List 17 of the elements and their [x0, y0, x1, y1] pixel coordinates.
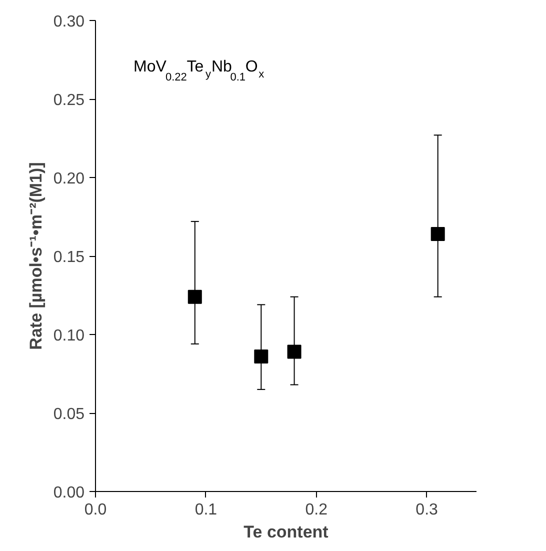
point: [430, 227, 445, 242]
x-axis-title: Te content: [244, 522, 329, 542]
point: [287, 344, 302, 359]
x-tick-label: 0.0: [84, 502, 107, 518]
y-tick-label: 0.25: [53, 92, 85, 109]
x-tick-label: 0.1: [194, 502, 218, 518]
y-tick-label: 0.15: [53, 249, 85, 266]
point: [188, 290, 202, 304]
y-tick-label: 0.05: [53, 406, 85, 423]
point: [254, 349, 268, 364]
x-tick-label: 0.3: [416, 502, 438, 518]
y-axis-title: Rate [µmol•s⁻¹•m⁻²(M1)]: [26, 162, 46, 350]
x-tick-label: 0.2: [305, 502, 328, 518]
y-tick-label: 0.30: [53, 14, 85, 30]
y-tick-label: 0.20: [53, 170, 85, 188]
y-tick-label: 0.10: [53, 328, 85, 344]
y-tick-label: 0.00: [53, 484, 85, 502]
